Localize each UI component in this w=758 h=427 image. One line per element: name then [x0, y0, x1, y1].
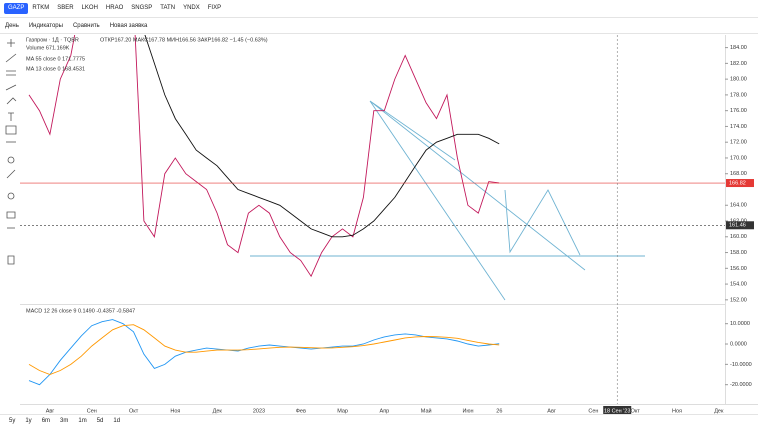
tab[interactable]: RTKM [32, 5, 50, 11]
time-label: Авг [547, 408, 556, 414]
range-button[interactable]: 5y [9, 418, 16, 424]
time-label: Дек [213, 408, 223, 414]
tab-bar: GAZP RTKM SBER LKOH HRAO SNGSP TATN YNDX FIXP [0, 0, 758, 18]
macd-legend: MACD 12 26 close 9 0.1490 -0.4357 -0.584… [26, 308, 135, 314]
time-label: Мар [337, 408, 348, 414]
range-button[interactable]: 1m [78, 418, 87, 424]
legend-ohlc: ОТКР167.20 МАКС167.78 МИН166.56 ЗАКР166.… [100, 37, 268, 43]
time-label: Окт [631, 408, 641, 414]
range-button[interactable]: 3m [60, 418, 69, 424]
legend-text: MA 55 close 0 171.7775 [26, 56, 85, 62]
time-label: Май [421, 407, 432, 414]
tab[interactable]: YNDX [183, 5, 200, 11]
price-tick-label: 168.00 [730, 171, 747, 177]
price-badge-label: 161.46 [729, 223, 746, 229]
time-label: Ноя [672, 408, 682, 414]
drawings [250, 100, 645, 301]
range-button[interactable]: 6m [41, 418, 51, 424]
time-label: 2023 [253, 408, 265, 414]
macd-tick-label: -20.0000 [730, 382, 752, 388]
time-label: Фев [296, 408, 306, 414]
close-line [28, 35, 500, 278]
price-tick-label: 164.00 [730, 203, 747, 209]
price-tick-label: 170.00 [730, 155, 747, 161]
price-tick-label: 158.00 [730, 250, 747, 256]
price-badge [726, 179, 754, 188]
price-tick-label: 182.00 [730, 61, 747, 67]
macd-tick-label: 10.0000 [730, 321, 750, 327]
time-label: Ноя [170, 408, 180, 414]
time-label: Июн [462, 408, 473, 414]
price-tick-label: 176.00 [730, 108, 747, 114]
time-label: Авг [46, 408, 55, 414]
price-tick-label: 160.00 [730, 234, 747, 240]
tab[interactable]: FIXP [207, 5, 222, 11]
main-pane [28, 35, 645, 301]
range-bar: 5y 1y 6m 3m 1m 5d 1d [0, 414, 758, 427]
legend-text: Volume 671.169K [26, 45, 70, 51]
price-tick-label: 174.00 [730, 124, 747, 130]
price-tick-label: 156.00 [730, 266, 747, 272]
chart: 184.00 182.00 180.00 178.00 176.00 174.00 172.… [5, 35, 758, 414]
macd-tick-label: -10.0000 [730, 362, 752, 368]
tab[interactable]: SNGSP [131, 5, 153, 11]
range-button[interactable]: 1d [113, 418, 121, 424]
crosshair-date-badge [603, 406, 632, 414]
compare[interactable]: Сравнить [72, 22, 100, 29]
range-button[interactable]: 5d [96, 418, 104, 424]
time-label: Окт [129, 408, 139, 414]
tab[interactable]: LKOH [81, 5, 98, 11]
time-label: Сен [87, 408, 97, 414]
price-badge [726, 221, 754, 230]
ma55-line [144, 35, 500, 238]
new-order[interactable]: Новая заявка [109, 22, 148, 29]
price-badge-label: 166.82 [729, 180, 746, 186]
tab[interactable]: TATN [160, 5, 176, 11]
macd-pane [28, 319, 500, 386]
price-tick-label: 152.00 [730, 297, 747, 303]
price-tick-label: 172.00 [730, 140, 747, 146]
interval[interactable]: День [5, 22, 19, 29]
legend-text: MA 13 close 0 168.4531 [26, 66, 85, 72]
time-label: Сен [588, 408, 598, 414]
macd-line [28, 319, 500, 386]
macd-tick-label: 0.0000 [730, 341, 747, 347]
tab[interactable]: GAZP [4, 3, 29, 14]
left-toolbar [5, 39, 17, 265]
indicators[interactable]: Индикаторы [28, 22, 63, 29]
time-label: 26 [496, 408, 502, 414]
price-tick-label: 154.00 [730, 282, 747, 288]
legend-text: Газпром · 1Д · TQBR [26, 37, 79, 43]
tab[interactable]: SBER [57, 5, 74, 11]
crosshair-date: 18 Сен '23 [604, 408, 630, 414]
signal-line [28, 324, 500, 375]
time-label: Дек [714, 408, 724, 414]
price-tick-label: 178.00 [730, 92, 747, 98]
range-button[interactable]: 1y [25, 418, 32, 424]
tab[interactable]: HRAO [105, 5, 124, 11]
time-label: Апр [380, 408, 390, 414]
toolbar: День Индикаторы Сравнить Новая заявка [0, 18, 758, 34]
price-tick-label: 180.00 [730, 77, 747, 83]
price-tick-label: 184.00 [730, 45, 747, 51]
